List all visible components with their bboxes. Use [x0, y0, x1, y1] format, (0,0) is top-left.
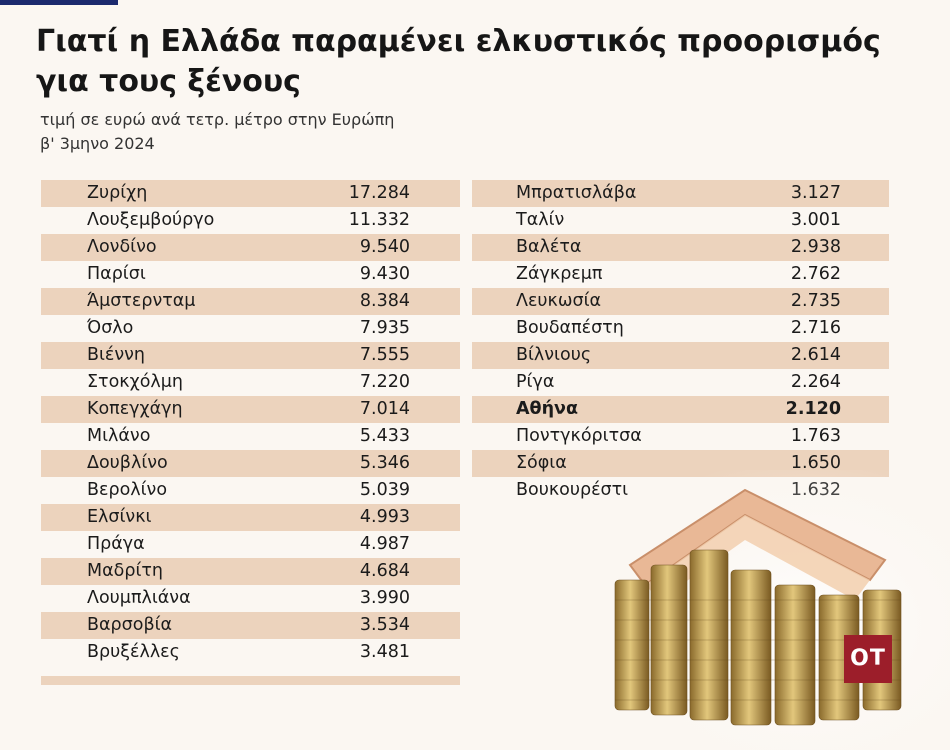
price-value: 9.540: [359, 237, 410, 257]
city-name: Βουδαπέστη: [516, 318, 624, 338]
city-name: Σόφια: [516, 453, 567, 473]
price-value: 2.716: [790, 318, 841, 338]
price-value: 3.534: [359, 615, 410, 635]
table-row: Βαλέτα 2.938: [472, 234, 889, 261]
subtitle-unit: τιμή σε ευρώ ανά τετρ. μέτρο στην Ευρώπη: [40, 110, 395, 129]
chart-subtitle: τιμή σε ευρώ ανά τετρ. μέτρο στην Ευρώπη…: [40, 108, 394, 156]
table-row: Ταλίν 3.001: [472, 207, 889, 234]
city-name: Βιέννη: [87, 345, 146, 365]
city-name: Μπρατισλάβα: [516, 183, 637, 203]
city-name: Όσλο: [87, 318, 134, 338]
table-row: Βιέννη 7.555: [41, 342, 460, 369]
city-name: Λευκωσία: [516, 291, 602, 311]
price-value: 7.935: [359, 318, 410, 338]
coin-house-illustration: [585, 470, 950, 750]
price-value: 5.433: [359, 426, 410, 446]
price-value: 1.763: [790, 426, 841, 446]
table-row: Μαδρίτη 4.684: [41, 558, 460, 585]
table-row: Ελσίνκι 4.993: [41, 504, 460, 531]
city-name: Ρίγα: [516, 372, 555, 392]
table-row: Λευκωσία 2.735: [472, 288, 889, 315]
price-value: 8.384: [359, 291, 410, 311]
price-value: 2.938: [790, 237, 841, 257]
table-row: Βρυξέλλες 3.481: [41, 639, 460, 666]
price-value: 3.990: [359, 588, 410, 608]
price-value: 5.346: [359, 453, 410, 473]
table-row: Βίλνιους 2.614: [472, 342, 889, 369]
subtitle-period: β' 3μηνο 2024: [40, 134, 155, 153]
price-value: 4.993: [359, 507, 410, 527]
price-value: 17.284: [348, 183, 410, 203]
table-row: Στοκχόλμη 7.220: [41, 369, 460, 396]
price-value: 11.332: [348, 210, 410, 230]
brand-logo: ΟΤ: [844, 635, 892, 683]
city-name: Λονδίνο: [87, 237, 157, 257]
price-value: 3.481: [359, 642, 410, 662]
accent-rule: [0, 0, 118, 5]
table-row: Μιλάνο 5.433: [41, 423, 460, 450]
city-name: Βίλνιους: [516, 345, 592, 365]
table-row: Ρίγα 2.264: [472, 369, 889, 396]
table-row: Παρίσι 9.430: [41, 261, 460, 288]
price-value: 9.430: [359, 264, 410, 284]
city-name: Κοπεγχάγη: [87, 399, 183, 419]
city-name: Λουξεμβούργο: [87, 210, 215, 230]
price-table-left: Ζυρίχη 17.284 Λουξεμβούργο 11.332 Λονδίνο 9.5…: [41, 180, 460, 666]
city-name: Αθήνα: [516, 399, 578, 419]
city-name: Ζάγκρεμπ: [516, 264, 603, 284]
city-name: Βαρσοβία: [87, 615, 173, 635]
city-name: Ζυρίχη: [87, 183, 148, 203]
price-value: 2.735: [790, 291, 841, 311]
table-row: Ποντγκόριτσα 1.763: [472, 423, 889, 450]
price-value: 7.014: [359, 399, 410, 419]
table-row: Ζάγκρεμπ 2.762: [472, 261, 889, 288]
price-value: 7.220: [359, 372, 410, 392]
table-row: Βερολίνο 5.039: [41, 477, 460, 504]
city-name: Βερολίνο: [87, 480, 168, 500]
table-row: Όσλο 7.935: [41, 315, 460, 342]
city-name: Άμστερνταμ: [87, 291, 196, 311]
table-row: Αθήνα 2.120: [472, 396, 889, 423]
city-name: Βρυξέλλες: [87, 642, 180, 662]
price-value: 2.762: [790, 264, 841, 284]
table-footer-band: [41, 676, 460, 685]
city-name: Ταλίν: [516, 210, 565, 230]
table-row: Κοπεγχάγη 7.014: [41, 396, 460, 423]
price-value: 7.555: [359, 345, 410, 365]
table-row: Βαρσοβία 3.534: [41, 612, 460, 639]
price-value: 2.120: [785, 399, 841, 419]
city-name: Πράγα: [87, 534, 145, 554]
city-name: Μαδρίτη: [87, 561, 163, 581]
price-value: 5.039: [359, 480, 410, 500]
table-row: Λουμπλιάνα 3.990: [41, 585, 460, 612]
table-row: Πράγα 4.987: [41, 531, 460, 558]
price-table-right: Μπρατισλάβα 3.127 Ταλίν 3.001 Βαλέτα 2.938 Ζάγ…: [472, 180, 889, 504]
price-value: 2.614: [790, 345, 841, 365]
price-value: 2.264: [790, 372, 841, 392]
city-name: Λουμπλιάνα: [87, 588, 191, 608]
price-value: 4.684: [359, 561, 410, 581]
city-name: Ποντγκόριτσα: [516, 426, 642, 446]
price-value: 3.001: [790, 210, 841, 230]
city-name: Παρίσι: [87, 264, 146, 284]
city-name: Ελσίνκι: [87, 507, 152, 527]
table-row: Ζυρίχη 17.284: [41, 180, 460, 207]
city-name: Στοκχόλμη: [87, 372, 184, 392]
table-row: Λουξεμβούργο 11.332: [41, 207, 460, 234]
price-value: 4.987: [359, 534, 410, 554]
city-name: Δουβλίνο: [87, 453, 168, 473]
price-value: 3.127: [790, 183, 841, 203]
table-row: Βουδαπέστη 2.716: [472, 315, 889, 342]
city-name: Βαλέτα: [516, 237, 582, 257]
table-row: Λονδίνο 9.540: [41, 234, 460, 261]
price-value: 1.650: [790, 453, 841, 473]
table-row: Μπρατισλάβα 3.127: [472, 180, 889, 207]
city-name: Μιλάνο: [87, 426, 151, 446]
chart-title: Γιατί η Ελλάδα παραμένει ελκυστικός προο…: [36, 24, 881, 99]
table-row: Άμστερνταμ 8.384: [41, 288, 460, 315]
table-row: Δουβλίνο 5.346: [41, 450, 460, 477]
